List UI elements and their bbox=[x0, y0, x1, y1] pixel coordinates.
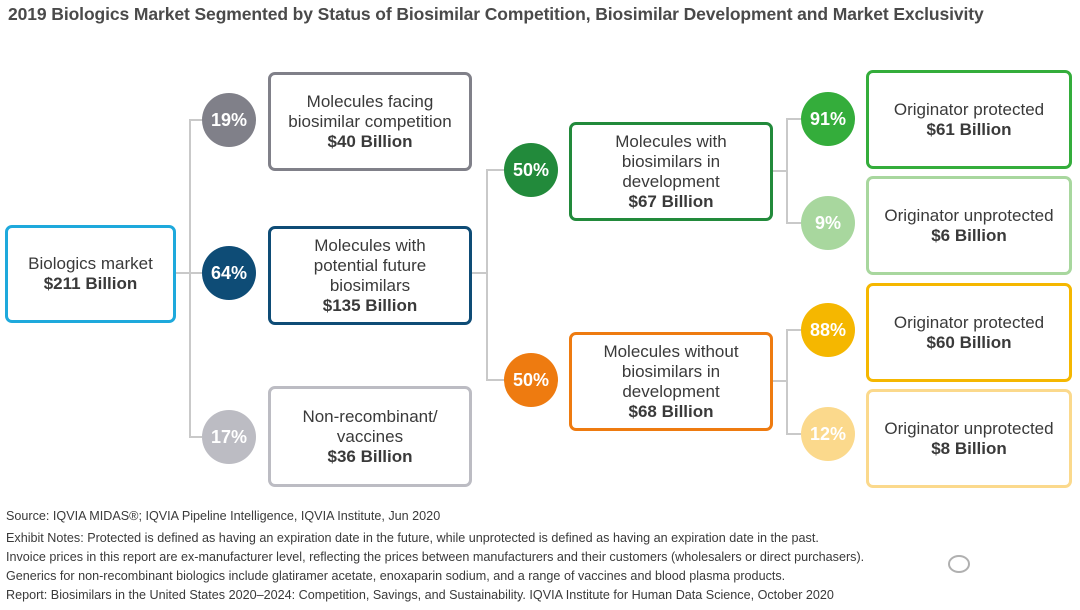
node-value: $6 Billion bbox=[931, 225, 1007, 245]
pct-circle-facing: 19% bbox=[202, 93, 256, 147]
pct-circle-without-protected: 88% bbox=[801, 303, 855, 357]
pct-circle-without-unprotected: 12% bbox=[801, 407, 855, 461]
node-facing-competition: Molecules facing biosimilar competition … bbox=[268, 72, 472, 171]
watermark-logo bbox=[948, 552, 1048, 576]
node-label: Molecules facing biosimilar competition bbox=[288, 91, 452, 131]
node-potential-biosimilars: Molecules with potential future biosimil… bbox=[268, 226, 472, 325]
connector-level2-trunk bbox=[486, 169, 504, 381]
node-biologics-market: Biologics market $211 Billion bbox=[5, 225, 176, 323]
pct-circle-without-development: 50% bbox=[504, 353, 558, 407]
invoice-note: Invoice prices in this report are ex-man… bbox=[6, 550, 865, 564]
node-value: $40 Billion bbox=[327, 131, 413, 151]
connector-level1-trunk bbox=[189, 119, 202, 438]
node-without-originator-unprotected: Originator unprotected $8 Billion bbox=[866, 389, 1072, 488]
connector-without-trunk bbox=[786, 329, 801, 435]
footnotes: Source: IQVIA MIDAS®; IQVIA Pipeline Int… bbox=[6, 507, 1076, 605]
node-label: Originator protected bbox=[893, 312, 1045, 332]
node-value: $36 Billion bbox=[327, 446, 413, 466]
node-value: $211 Billion bbox=[43, 274, 138, 293]
node-with-originator-protected: Originator protected $61 Billion bbox=[866, 70, 1072, 169]
source-note: Source: IQVIA MIDAS®; IQVIA Pipeline Int… bbox=[6, 509, 441, 523]
node-value: $61 Billion bbox=[926, 119, 1012, 139]
connector-with-trunk bbox=[786, 118, 801, 224]
node-value: $68 Billion bbox=[628, 401, 714, 421]
node-with-biosimilars-development: Molecules with biosimilars in developmen… bbox=[569, 122, 773, 221]
node-label: Molecules with biosimilars in developmen… bbox=[615, 131, 727, 191]
node-label: Molecules without biosimilars in develop… bbox=[603, 341, 739, 401]
pct-circle-with-protected: 91% bbox=[801, 92, 855, 146]
report-note: Report: Biosimilars in the United States… bbox=[6, 588, 834, 602]
node-label: Biologics market bbox=[28, 254, 153, 273]
node-without-originator-protected: Originator protected $60 Billion bbox=[866, 283, 1072, 382]
pct-circle-with-unprotected: 9% bbox=[801, 196, 855, 250]
exhibit-note: Exhibit Notes: Protected is defined as h… bbox=[6, 531, 819, 545]
node-label: Originator protected bbox=[893, 99, 1045, 119]
node-value: $67 Billion bbox=[628, 191, 714, 211]
chat-bubble-icon bbox=[948, 555, 970, 573]
node-value: $60 Billion bbox=[926, 332, 1012, 352]
node-label: Originator unprotected bbox=[884, 418, 1054, 438]
node-label: Originator unprotected bbox=[884, 205, 1054, 225]
pct-circle-potential: 64% bbox=[202, 246, 256, 300]
node-label: Non-recombinant/ vaccines bbox=[302, 406, 438, 446]
page-title: 2019 Biologics Market Segmented by Statu… bbox=[8, 4, 984, 24]
pct-circle-with-development: 50% bbox=[504, 143, 558, 197]
pct-circle-nonrecombinant: 17% bbox=[202, 410, 256, 464]
node-without-biosimilars-development: Molecules without biosimilars in develop… bbox=[569, 332, 773, 431]
node-nonrecombinant-vaccines: Non-recombinant/ vaccines $36 Billion bbox=[268, 386, 472, 487]
node-value: $8 Billion bbox=[931, 438, 1007, 458]
node-with-originator-unprotected: Originator unprotected $6 Billion bbox=[866, 176, 1072, 275]
node-value: $135 Billion bbox=[322, 295, 418, 315]
node-label: Molecules with potential future biosimil… bbox=[313, 235, 427, 295]
generics-note: Generics for non-recombinant biologics i… bbox=[6, 569, 786, 583]
